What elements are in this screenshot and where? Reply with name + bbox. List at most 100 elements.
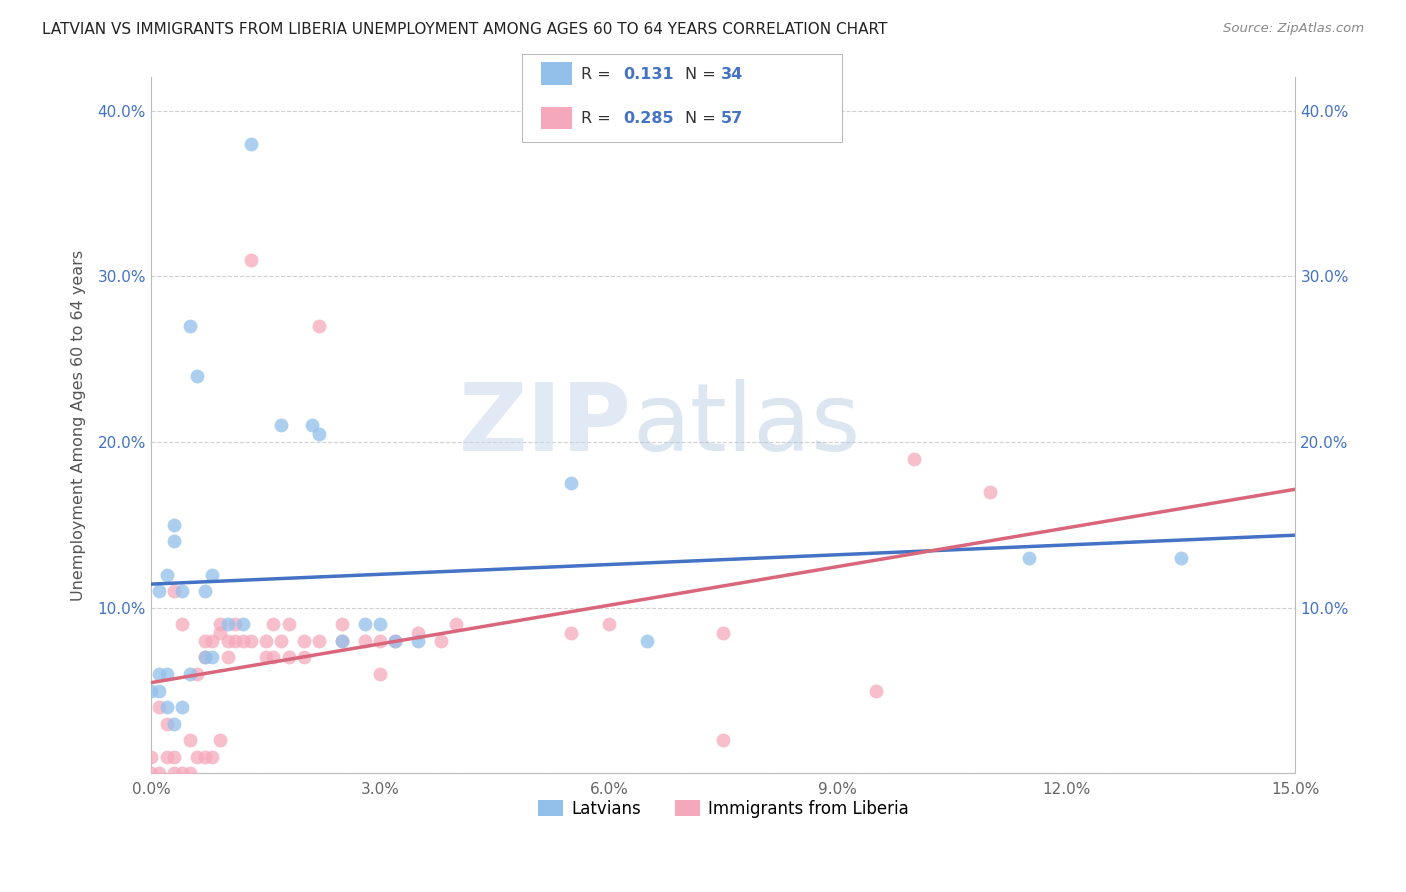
Point (446, 617, 468, 632)
Point (148, 683, 170, 698)
Text: Source: ZipAtlas.com: Source: ZipAtlas.com (1223, 22, 1364, 36)
Text: R =: R = (581, 112, 616, 126)
Text: 0.131: 0.131 (623, 67, 673, 81)
Point (308, 318, 330, 333)
Point (292, 650, 315, 665)
Point (179, 733, 201, 747)
Point (194, 650, 217, 665)
Point (384, 633, 406, 648)
Point (170, 617, 193, 632)
Point (148, 766, 170, 780)
Point (194, 584, 217, 599)
Point (270, 633, 292, 648)
Point (148, 700, 170, 714)
Point (141, 749, 163, 764)
Point (254, 633, 277, 648)
Point (277, 650, 299, 665)
Point (239, 136, 262, 151)
Point (201, 633, 224, 648)
Y-axis label: Unemployment Among Ages 60 to 64 years: Unemployment Among Ages 60 to 64 years (72, 250, 86, 601)
Text: N =: N = (685, 112, 721, 126)
Point (1170, 551, 1192, 566)
Point (156, 700, 179, 714)
Point (308, 633, 330, 648)
Point (408, 633, 430, 648)
Point (209, 625, 232, 640)
Point (201, 650, 224, 665)
Point (430, 633, 453, 648)
Point (330, 633, 353, 648)
Point (209, 617, 232, 632)
Point (194, 650, 217, 665)
Point (141, 766, 163, 780)
Point (186, 749, 208, 764)
Point (368, 633, 391, 648)
Point (560, 625, 582, 640)
Point (148, 667, 170, 681)
Point (163, 534, 186, 549)
Point (179, 766, 201, 780)
Point (232, 633, 254, 648)
Point (408, 625, 430, 640)
Point (163, 766, 186, 780)
Point (201, 567, 224, 582)
Point (179, 318, 201, 333)
Text: 0.285: 0.285 (623, 112, 673, 126)
Point (217, 617, 239, 632)
Point (301, 418, 323, 433)
Point (148, 584, 170, 599)
Point (232, 617, 254, 632)
Point (224, 633, 246, 648)
Point (262, 617, 284, 632)
Point (179, 667, 201, 681)
Point (713, 625, 735, 640)
Text: 57: 57 (721, 112, 744, 126)
Point (239, 252, 262, 267)
Point (270, 418, 292, 433)
Point (194, 749, 217, 764)
Point (156, 667, 179, 681)
Point (201, 749, 224, 764)
Point (217, 650, 239, 665)
Point (292, 633, 315, 648)
Point (239, 633, 262, 648)
Point (330, 617, 353, 632)
Point (141, 683, 163, 698)
Point (186, 368, 208, 383)
Point (262, 650, 284, 665)
Point (163, 716, 186, 731)
Point (156, 567, 179, 582)
Point (713, 733, 735, 747)
Point (163, 584, 186, 599)
Point (560, 476, 582, 491)
Point (354, 633, 377, 648)
Point (186, 667, 208, 681)
Text: R =: R = (581, 67, 616, 81)
Point (330, 633, 353, 648)
Point (194, 633, 217, 648)
Text: 34: 34 (721, 67, 744, 81)
Point (354, 617, 377, 632)
Text: atlas: atlas (631, 379, 860, 472)
Point (384, 633, 406, 648)
Point (903, 451, 925, 466)
Point (209, 733, 232, 747)
Text: ZIP: ZIP (458, 379, 631, 472)
Point (636, 633, 658, 648)
Text: LATVIAN VS IMMIGRANTS FROM LIBERIA UNEMPLOYMENT AMONG AGES 60 TO 64 YEARS CORREL: LATVIAN VS IMMIGRANTS FROM LIBERIA UNEMP… (42, 22, 887, 37)
Point (254, 650, 277, 665)
Point (308, 426, 330, 441)
Point (217, 633, 239, 648)
Point (277, 617, 299, 632)
Point (163, 749, 186, 764)
Point (170, 584, 193, 599)
Point (979, 484, 1001, 499)
Point (170, 700, 193, 714)
Point (224, 617, 246, 632)
Point (156, 716, 179, 731)
Point (368, 667, 391, 681)
Point (163, 517, 186, 532)
Point (368, 617, 391, 632)
Text: N =: N = (685, 67, 721, 81)
Point (1018, 551, 1040, 566)
